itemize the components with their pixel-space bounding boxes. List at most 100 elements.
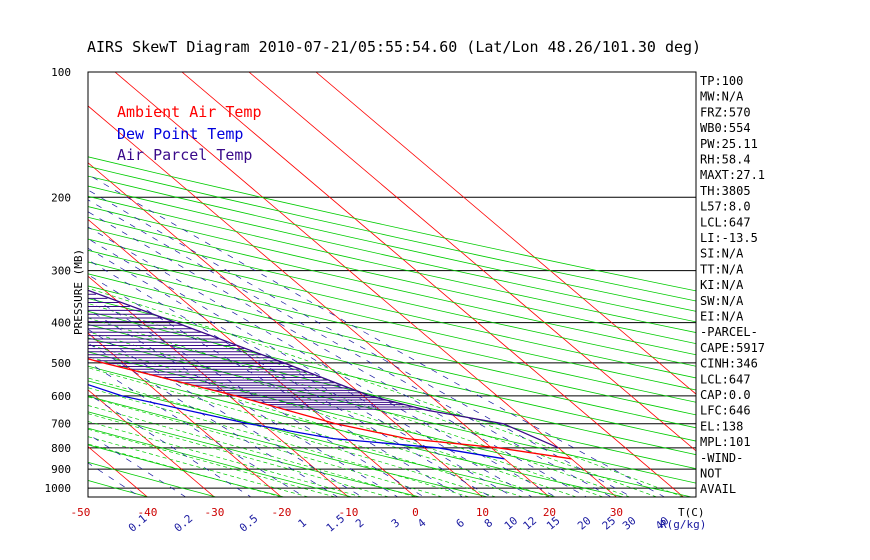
index-item: LCL:647: [700, 215, 751, 229]
y-axis-label: PRESSURE (MB): [72, 249, 85, 335]
moist-adiabat: [88, 344, 577, 497]
index-item: SI:N/A: [700, 247, 744, 261]
isotherm-line: [114, 72, 617, 497]
dry-adiabat: [0, 72, 12, 497]
ambient-air-temp-line: [88, 358, 572, 460]
index-item: LI:-13.5: [700, 231, 758, 245]
isotherm-line: [88, 389, 215, 497]
pressure-tick: 800: [51, 442, 71, 455]
dry-adiabat: [88, 310, 696, 456]
dry-adiabat: [88, 249, 696, 391]
pressure-tick: 1000: [45, 482, 72, 495]
cape-hatch: [88, 293, 423, 410]
dry-adiabat: [88, 285, 696, 429]
index-item: WB0:554: [700, 121, 751, 135]
plot-grid: [0, 72, 696, 497]
legend-ambient-air-temp: Ambient Air Temp: [117, 103, 262, 121]
bottom-temperature-tick: 30: [610, 506, 623, 519]
isotherm-line: [88, 332, 282, 497]
mixing-ratio-line: [88, 226, 556, 497]
dry-adiabat: [88, 206, 696, 345]
pressure-tick: 500: [51, 357, 71, 370]
bottom-temperature-tick: -40: [138, 506, 158, 519]
dry-adiabat: [88, 238, 696, 379]
pressure-tick: 300: [51, 265, 71, 278]
index-item: CAP:0.0: [700, 388, 751, 402]
mixing-ratio-tick: 0.5: [237, 512, 261, 535]
moist-adiabat: [88, 377, 496, 497]
dry-adiabat: [88, 165, 696, 302]
bottom-temperature-tick: -30: [205, 506, 225, 519]
bottom-temperature-tick: 0: [412, 506, 419, 519]
dry-adiabat: [88, 227, 696, 367]
isotherm-line: [88, 105, 550, 497]
index-item: -WIND-: [700, 451, 743, 465]
bottom-temperature-tick: -20: [272, 506, 292, 519]
dry-adiabat: [88, 427, 352, 497]
x-axis-label: T(C): [678, 506, 705, 519]
moist-adiabat: [88, 396, 443, 497]
dry-adiabat: [88, 273, 696, 416]
mixing-ratio-line: [88, 328, 363, 497]
profiles: [88, 289, 572, 460]
mixing-ratio-line: [88, 361, 305, 497]
mixing-ratio-line: [88, 433, 186, 497]
air-parcel-temp-line: [88, 289, 559, 449]
dry-adiabat: [88, 216, 696, 356]
mixing-ratio-tick: 2: [353, 516, 366, 530]
moist-adiabat: [88, 443, 282, 497]
moist-adiabat: [88, 428, 336, 497]
moist-adiabat: [88, 317, 630, 497]
legend-air-parcel-temp: Air Parcel Temp: [117, 146, 252, 164]
index-item: KI:N/A: [700, 278, 744, 292]
mixing-ratio-line: [88, 393, 252, 497]
isotherm-line: [88, 218, 416, 497]
dry-adiabat: [88, 411, 420, 497]
index-item: EL:138: [700, 419, 743, 433]
mixing-ratio-tick: 10: [502, 514, 521, 532]
index-item: L57:8.0: [700, 200, 751, 214]
pressure-tick: 700: [51, 418, 71, 431]
dry-adiabat: [88, 261, 696, 403]
index-item: LCL:647: [700, 372, 751, 386]
moist-adiabat: [88, 421, 362, 497]
dry-adiabat: [88, 185, 696, 323]
index-item: TP:100: [700, 74, 743, 88]
index-item: NOT: [700, 467, 722, 481]
mixing-ratio-tick: 1: [296, 516, 309, 530]
pressure-tick: 100: [51, 66, 71, 79]
index-item: MAXT:27.1: [700, 168, 765, 182]
dry-adiabat: [88, 175, 696, 312]
dry-adiabat: [88, 298, 696, 442]
moist-adiabat: [88, 287, 684, 497]
index-item: AVAIL: [700, 482, 736, 496]
pressure-tick: 600: [51, 390, 71, 403]
mixing-ratio-tick: 6: [454, 516, 467, 530]
index-item: TH:3805: [700, 184, 751, 198]
bottom-temperature-tick: -50: [71, 506, 91, 519]
legend-dew-point-temp: Dew Point Temp: [117, 125, 243, 143]
dry-adiabat: [88, 461, 217, 497]
moist-adiabat: [88, 387, 470, 497]
dry-adiabat: [88, 444, 285, 497]
pressure-tick: 400: [51, 317, 71, 330]
mixing-ratio-tick: 20: [575, 514, 594, 532]
dew-point-temp-line: [88, 383, 505, 460]
mixing-ratio-tick: 8: [482, 516, 495, 530]
pressure-tick: 200: [51, 191, 71, 204]
index-item: PW:25.11: [700, 137, 758, 151]
index-item: LFC:646: [700, 404, 751, 418]
bottom-temperature-tick: 10: [476, 506, 489, 519]
mixing-ratio-line: [88, 342, 338, 497]
mixing-ratio-line: [88, 199, 612, 497]
isotherm-line: [181, 72, 684, 497]
isotherm-line: [0, 72, 80, 497]
moist-adiabat: [88, 436, 309, 497]
pressure-tick: 900: [51, 463, 71, 476]
dry-adiabat: [88, 380, 556, 497]
index-item: TT:N/A: [700, 262, 744, 276]
isotherm-line: [248, 72, 696, 452]
isotherm-line: [0, 72, 13, 497]
index-item: FRZ:570: [700, 105, 751, 119]
